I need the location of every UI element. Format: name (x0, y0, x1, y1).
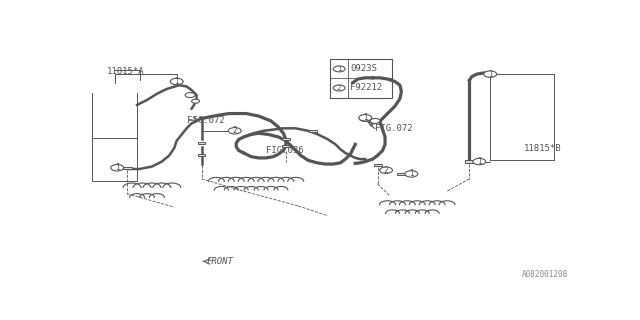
Text: 0923S: 0923S (350, 64, 377, 73)
Bar (330, 59, 392, 98)
Circle shape (359, 116, 371, 121)
Circle shape (405, 171, 418, 177)
Text: 1: 1 (488, 70, 493, 79)
Text: 1: 1 (363, 113, 367, 122)
Text: FIG.072: FIG.072 (375, 124, 413, 133)
Bar (374, 164, 381, 165)
Text: A082001208: A082001208 (522, 270, 568, 279)
Text: 1: 1 (115, 163, 120, 172)
Text: F92212: F92212 (350, 84, 383, 92)
Text: 1: 1 (477, 157, 482, 166)
Circle shape (473, 158, 486, 165)
Bar (397, 173, 406, 175)
Bar (282, 139, 290, 140)
Circle shape (185, 92, 195, 98)
Text: 2: 2 (337, 85, 341, 91)
Text: 11815*B: 11815*B (524, 144, 561, 153)
Text: FIG.036: FIG.036 (266, 146, 303, 155)
Text: FRONT: FRONT (207, 257, 234, 266)
Bar (282, 145, 290, 147)
Bar (123, 167, 132, 169)
Circle shape (380, 167, 392, 173)
Text: 2: 2 (383, 166, 388, 175)
Bar (465, 161, 474, 163)
Circle shape (333, 66, 345, 72)
Bar (198, 155, 205, 156)
Text: 1: 1 (409, 169, 413, 179)
Text: FIG.072: FIG.072 (187, 116, 224, 125)
Bar (198, 142, 205, 144)
Bar (309, 130, 317, 132)
Circle shape (484, 71, 497, 77)
Text: 11815*A: 11815*A (108, 67, 145, 76)
Text: 2: 2 (232, 126, 237, 135)
Circle shape (228, 128, 241, 134)
Circle shape (370, 118, 380, 124)
Text: 1: 1 (337, 66, 341, 72)
Text: 1: 1 (174, 77, 179, 86)
Circle shape (111, 164, 124, 171)
Circle shape (191, 99, 200, 103)
Circle shape (333, 85, 345, 91)
Circle shape (170, 78, 183, 85)
Circle shape (359, 115, 372, 121)
